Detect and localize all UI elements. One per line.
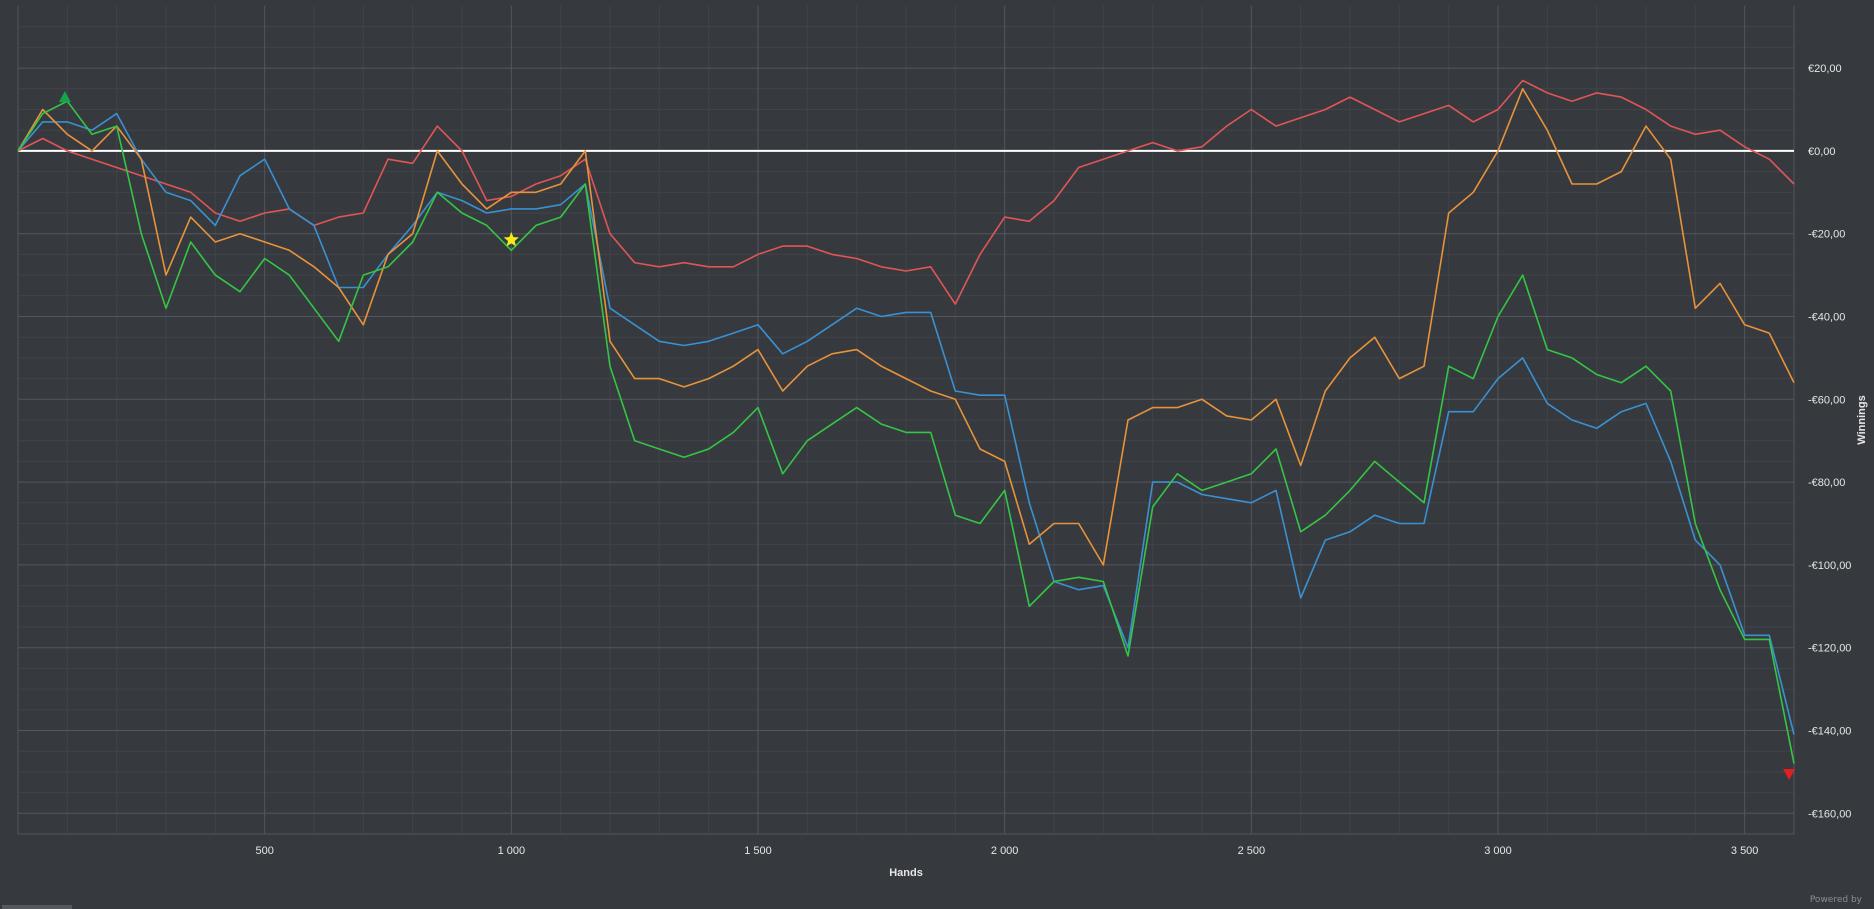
high-marker-triangle	[58, 91, 71, 103]
x-tick-label: 3 000	[1484, 845, 1512, 857]
y-tick-label: -€140,00	[1808, 726, 1851, 738]
series-line-3	[17, 88, 1795, 566]
grid-minor	[18, 6, 1794, 834]
series-line-4	[17, 100, 1795, 764]
x-tick-label: 500	[255, 845, 273, 857]
y-tick-label: €0,00	[1808, 146, 1836, 158]
y-tick-label: -€60,00	[1808, 394, 1845, 406]
series-line-2	[17, 112, 1795, 735]
y-tick-label: -€80,00	[1808, 477, 1845, 489]
y-tick-label: -€20,00	[1808, 229, 1845, 241]
x-tick-label: 2 500	[1238, 845, 1266, 857]
y-tick-label: -€160,00	[1808, 808, 1851, 820]
star-marker	[503, 231, 519, 247]
y-axis-ticks: €20,00 €0,00 -€20,00 -€40,00 -€60,00 -€80,00 -…	[1808, 63, 1851, 820]
x-tick-label: 1 500	[744, 845, 772, 857]
series-layer	[17, 79, 1795, 764]
powered-by-label: Powered by	[1809, 895, 1862, 905]
y-tick-label: -€40,00	[1808, 312, 1845, 324]
y-tick-label: €20,00	[1808, 63, 1842, 75]
y-axis-label: Winnings	[1856, 395, 1868, 444]
y-tick-label: -€100,00	[1808, 560, 1851, 572]
y-tick-label: -€120,00	[1808, 643, 1851, 655]
marker-layer	[58, 91, 1796, 780]
x-axis-ticks: 500 1 000 1 500 2 000 2 500 3 000 3 500	[255, 845, 1758, 857]
x-axis-label: Hands	[889, 867, 923, 879]
bottom-scroll-tab[interactable]	[2, 905, 72, 909]
x-tick-label: 1 000	[498, 845, 526, 857]
x-tick-label: 3 500	[1731, 845, 1759, 857]
low-marker-triangle	[1783, 768, 1796, 780]
x-tick-label: 2 000	[991, 845, 1019, 857]
